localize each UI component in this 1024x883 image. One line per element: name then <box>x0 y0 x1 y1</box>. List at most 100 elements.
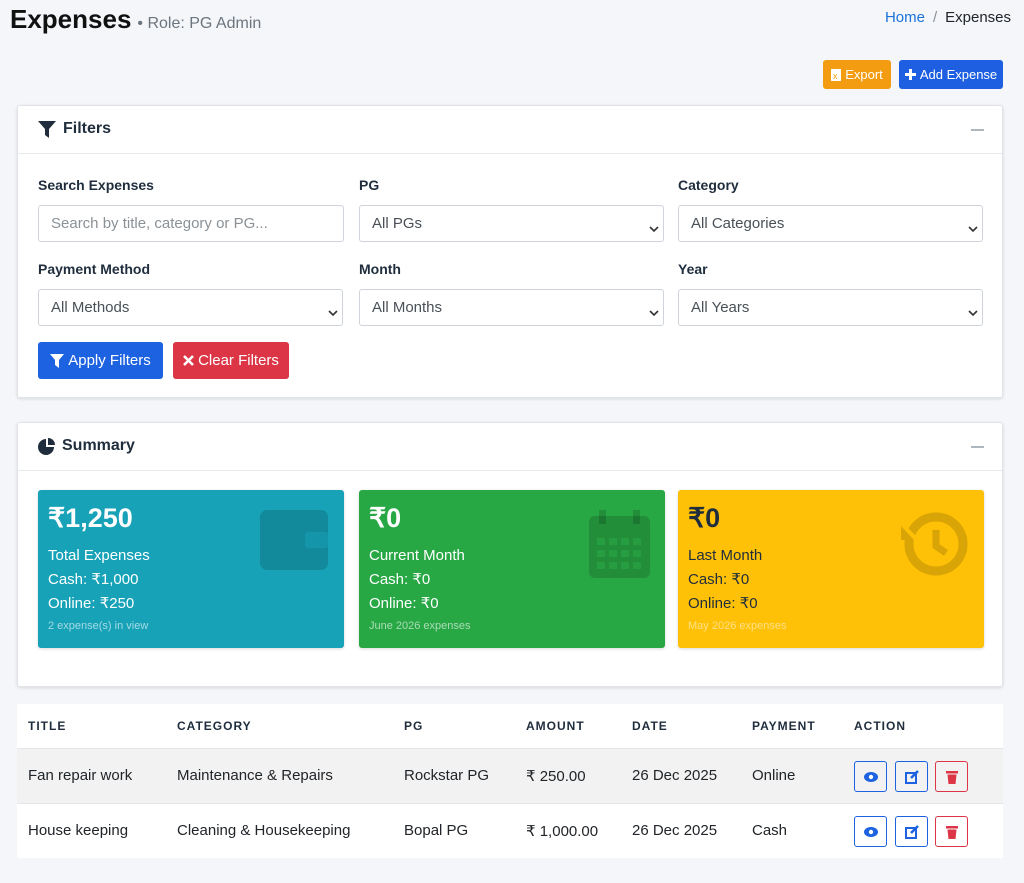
table-cell: Maintenance & Repairs <box>177 767 333 784</box>
card-title-icon <box>38 120 56 138</box>
button-text: Export <box>845 67 883 82</box>
card-title: Filters <box>38 120 111 138</box>
stat-label: Current Month <box>369 547 465 564</box>
stat-online: Online: ₹0 <box>688 595 758 612</box>
stat-cash: Cash: ₹1,000 <box>48 571 139 588</box>
role-label: • Role: PG Admin <box>137 15 262 32</box>
stat-amount: ₹0 <box>369 503 402 533</box>
stat-cash: Cash: ₹0 <box>369 571 431 588</box>
delete-button[interactable] <box>935 761 968 792</box>
column-header: CATEGORY <box>177 719 252 733</box>
edit-icon <box>904 824 919 839</box>
table-cell: ₹ 250.00 <box>526 768 586 785</box>
stat-note: June 2026 expenses <box>369 620 471 632</box>
plus-icon <box>904 69 916 80</box>
column-header: PG <box>404 719 424 733</box>
filter-select[interactable]: All Categories <box>678 205 983 242</box>
table-cell: Fan repair work <box>28 767 133 784</box>
stat-icon-svg <box>589 510 650 578</box>
table-cell: Bopal PG <box>404 822 469 839</box>
table-row: House keeping Cleaning & Housekeeping Bopa… <box>17 803 1003 858</box>
stat-label: Total Expenses <box>48 547 150 564</box>
breadcrumb: Home / Expenses <box>885 9 1011 26</box>
view-button[interactable] <box>854 816 887 847</box>
plus-icon-svg <box>904 69 916 80</box>
stat-label: Last Month <box>688 547 763 564</box>
clear-filters-button[interactable]: Clear Filters <box>173 342 289 379</box>
stat-box: ₹1,250 Total Expenses Cash: ₹1,000 Online: … <box>38 490 344 648</box>
stat-note: May 2026 expenses <box>688 620 787 632</box>
x-icon <box>183 355 194 366</box>
table-cell: Online <box>752 767 796 784</box>
filter-label: Month <box>359 261 401 277</box>
edit-icon <box>904 769 919 784</box>
breadcrumb-link[interactable]: Home <box>884 9 925 26</box>
column-header: ACTION <box>854 719 906 733</box>
stat-icon-svg <box>260 510 328 570</box>
edit-button[interactable] <box>895 761 928 792</box>
filter-select[interactable]: All Months <box>359 289 664 326</box>
button-text: Add Expense <box>919 67 998 82</box>
button-text: Clear Filters <box>198 352 279 369</box>
search-input[interactable] <box>38 205 344 242</box>
collapse-button[interactable] <box>971 129 984 131</box>
expenses-table: TITLE CATEGORY PG AMOUNT DATE PAYMENT ACTION Fa… <box>17 704 1003 858</box>
stat-cash: Cash: ₹0 <box>688 571 750 588</box>
stat-note: 2 expense(s) in view <box>48 620 149 632</box>
x-icon-svg <box>183 355 194 366</box>
stat-amount: ₹1,250 <box>48 503 133 533</box>
view-icon-svg <box>863 771 878 782</box>
excel-icon-svg: x <box>831 68 842 81</box>
card-title-icon-svg <box>38 120 56 138</box>
stat-icon <box>900 510 970 583</box>
delete-icon <box>945 825 958 839</box>
view-icon <box>863 771 878 782</box>
filter-select[interactable]: All PGs <box>359 205 664 242</box>
delete-icon-svg <box>945 825 958 839</box>
card-title-text: Filters <box>63 120 112 137</box>
filter-icon <box>50 353 65 368</box>
page-title: Expenses <box>10 4 132 34</box>
stat-box: ₹0 Last Month Cash: ₹0 Online: ₹0 May 2026 e… <box>678 490 984 648</box>
card-title-icon-svg <box>38 437 55 455</box>
filter-label: Year <box>678 261 708 277</box>
export-button[interactable]: x Export <box>823 60 891 89</box>
view-icon-svg <box>863 826 878 837</box>
svg-text:x: x <box>833 71 838 81</box>
excel-icon: x <box>831 68 842 81</box>
add-expense-button[interactable]: Add Expense <box>899 60 1003 89</box>
table-cell: ₹ 1,000.00 <box>526 823 599 840</box>
column-header: PAYMENT <box>752 719 816 733</box>
stat-online: Online: ₹0 <box>369 595 439 612</box>
filter-label: Category <box>678 177 739 193</box>
page-header: Expenses • Role: PG Admin <box>10 4 261 35</box>
card-header: Filters <box>18 106 1002 154</box>
stat-icon <box>260 510 330 577</box>
table-cell: 26 Dec 2025 <box>632 767 718 784</box>
stat-online: Online: ₹250 <box>48 595 135 612</box>
filter-select[interactable]: All Years <box>678 289 983 326</box>
column-header: AMOUNT <box>526 719 585 733</box>
delete-icon-svg <box>945 770 958 784</box>
apply-filters-button[interactable]: Apply Filters <box>38 342 163 379</box>
card-title-icon <box>38 437 55 455</box>
view-button[interactable] <box>854 761 887 792</box>
column-header: DATE <box>632 719 668 733</box>
delete-button[interactable] <box>935 816 968 847</box>
card-title: Summary <box>38 437 135 455</box>
filter-label: Payment Method <box>38 261 151 277</box>
filter-label: Search Expenses <box>38 177 154 193</box>
delete-icon <box>945 770 958 784</box>
breadcrumb-separator: / <box>932 9 938 26</box>
filter-select[interactable]: All Methods <box>38 289 343 326</box>
edit-icon-svg <box>904 769 919 784</box>
view-icon <box>863 826 878 837</box>
collapse-button[interactable] <box>971 446 984 448</box>
filter-icon-svg <box>50 353 65 368</box>
table-cell: Cash <box>752 822 788 839</box>
filters-card: Filters Search Expenses PG All PGs Category A… <box>17 105 1003 398</box>
edit-button[interactable] <box>895 816 928 847</box>
table-cell: 26 Dec 2025 <box>632 822 718 839</box>
card-header: Summary <box>18 423 1002 471</box>
